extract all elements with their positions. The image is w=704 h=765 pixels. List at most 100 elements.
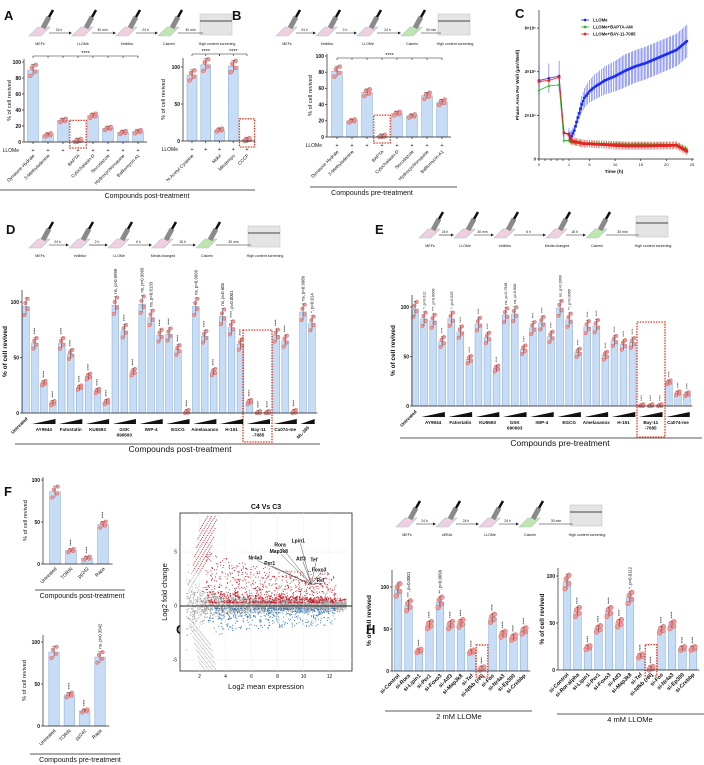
significance-label: **** <box>158 319 163 326</box>
ma-point <box>187 593 189 595</box>
ma-point <box>191 619 193 621</box>
data-point <box>273 330 278 335</box>
ma-point <box>229 613 231 615</box>
pipette-plunger-icon <box>537 500 545 509</box>
ma-point <box>210 617 212 619</box>
pipette-plunger-icon <box>334 9 342 18</box>
y-tick-label: 50 <box>34 682 40 688</box>
data-point <box>584 322 589 327</box>
ma-point <box>215 615 217 617</box>
ma-point <box>205 617 207 619</box>
workflow-step-label: MEFs <box>35 254 45 258</box>
data-point <box>28 73 33 78</box>
bar <box>165 333 173 414</box>
ma-point <box>210 604 212 606</box>
workflow-interval-label: 24 h <box>463 519 470 523</box>
ma-point <box>335 598 337 600</box>
data-point <box>104 125 110 130</box>
data-point <box>308 328 313 333</box>
x-axis-label: Compounds pre-treatment <box>510 438 610 448</box>
ma-point <box>229 611 231 613</box>
ma-point <box>220 600 222 602</box>
treatment-plus-mark: + <box>245 147 248 153</box>
data-point <box>201 340 206 345</box>
data-point <box>512 308 517 313</box>
ma-point <box>291 607 293 610</box>
data-point <box>302 312 307 317</box>
bar <box>483 337 492 407</box>
ma-point <box>253 606 255 608</box>
workflow-interval-label: 6 h <box>526 230 531 234</box>
workflow-step-label: Calcein <box>201 254 213 258</box>
ma-point <box>211 591 213 593</box>
ma-point <box>317 597 319 599</box>
ma-point <box>191 586 193 588</box>
ma-point <box>211 609 213 611</box>
data-point <box>505 315 510 320</box>
well-plate-icon <box>115 26 138 37</box>
dose-wedge-icon <box>59 419 83 424</box>
ma-point <box>205 610 207 612</box>
ma-point <box>304 606 306 609</box>
significance-label: **** <box>540 307 544 313</box>
data-point <box>337 64 342 69</box>
ma-point <box>191 591 193 593</box>
ma-point <box>195 610 197 612</box>
well-plate-icon <box>195 238 218 249</box>
pipette-plunger-icon <box>294 9 302 18</box>
data-point <box>514 314 519 319</box>
workflow-interval-label: 30 min <box>426 28 436 32</box>
category-label: Untreated <box>39 566 58 585</box>
data-point <box>619 347 624 352</box>
ma-point <box>206 601 208 603</box>
treatment-plus-mark: + <box>31 148 34 154</box>
data-point <box>502 310 507 315</box>
ma-point <box>239 599 241 601</box>
ma-point <box>195 603 198 605</box>
significance-label: *, p=0.014 <box>310 293 315 313</box>
ma-point <box>196 601 198 603</box>
data-point <box>615 624 621 630</box>
ma-point <box>296 603 298 605</box>
ma-point <box>278 596 280 598</box>
significance-label: ns, p>0.9999 <box>193 269 198 295</box>
data-point <box>541 322 546 327</box>
well-plate-icon <box>395 517 418 528</box>
ma-point <box>203 612 205 614</box>
bar-chart-F <box>49 484 109 565</box>
ma-point <box>195 621 197 623</box>
arrowhead-icon <box>583 233 586 237</box>
significance-label: **** <box>448 611 453 618</box>
ma-point <box>199 608 201 610</box>
significance-label: **** <box>638 644 643 651</box>
ma-point <box>292 597 294 599</box>
ma-point <box>195 609 197 611</box>
data-point <box>272 339 277 344</box>
y-tick-label: 0 <box>406 404 409 410</box>
ma-point <box>320 602 322 604</box>
series-line <box>538 84 688 150</box>
dose-wedge-icon <box>475 412 500 417</box>
significance-label: **, p=0.0099 <box>438 569 443 593</box>
y-tick-label: 0 <box>37 562 40 568</box>
data-point <box>70 353 75 358</box>
ma-point <box>217 598 219 600</box>
ma-point <box>271 613 273 615</box>
group-label: GSK <box>510 420 521 425</box>
x-tick-label: 10 <box>613 162 618 167</box>
bar <box>547 336 555 407</box>
ma-point <box>300 598 302 600</box>
treatment-plus-mark: + <box>46 148 49 154</box>
ma-point <box>235 604 237 606</box>
ma-point <box>189 600 191 602</box>
ma-point <box>259 610 261 612</box>
data-point <box>566 315 571 320</box>
ma-point <box>191 611 193 613</box>
pipette-icon <box>412 15 424 30</box>
ma-point <box>227 603 229 605</box>
bar <box>420 318 428 407</box>
bar <box>192 306 200 414</box>
category-label: N-Acetyl Cysteine <box>165 153 195 183</box>
ma-point <box>237 610 240 612</box>
screening-instrument-icon <box>247 225 281 248</box>
